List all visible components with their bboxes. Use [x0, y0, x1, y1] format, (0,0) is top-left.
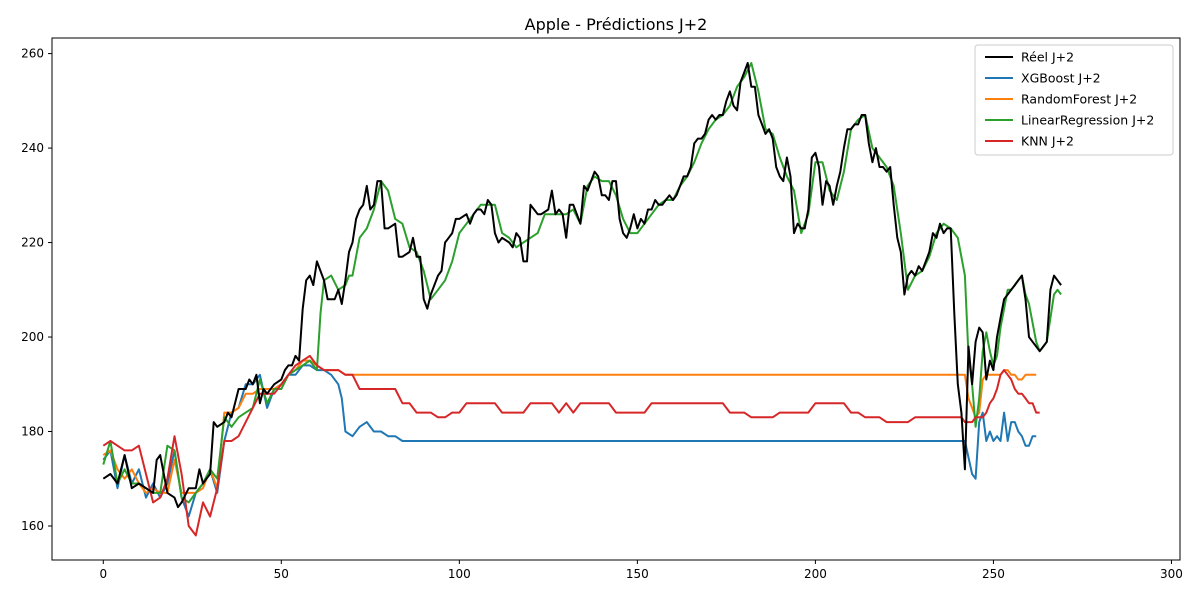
legend-label: KNN J+2	[1021, 134, 1074, 149]
x-tick-label: 250	[982, 567, 1005, 581]
legend-box	[974, 44, 1174, 156]
x-tick-label: 300	[1160, 567, 1183, 581]
series-layer	[102, 62, 1062, 537]
legend-label: XGBoost J+2	[1021, 71, 1101, 86]
chart-title: Apple - Prédictions J+2	[525, 15, 708, 34]
series-line-0	[102, 62, 1062, 509]
x-tick-label: 100	[448, 567, 471, 581]
legend-label: LinearRegression J+2	[1021, 113, 1154, 128]
x-tick-label: 150	[626, 567, 649, 581]
y-tick-label: 200	[21, 330, 44, 344]
x-tick-label: 50	[274, 567, 289, 581]
y-axis: 160 180 200 220 240 260	[21, 47, 52, 533]
plot-frame	[51, 37, 1181, 561]
x-tick-label: 0	[99, 567, 107, 581]
legend-label: Réel J+2	[1021, 50, 1074, 65]
x-tick-label: 200	[804, 567, 827, 581]
x-axis: 0 50 100 150 200 250 300	[99, 560, 1183, 581]
y-tick-label: 160	[21, 519, 44, 533]
legend-label: RandomForest J+2	[1021, 92, 1137, 107]
legend: Réel J+2 XGBoost J+2 RandomForest J+2 Linea…	[974, 44, 1174, 156]
y-tick-label: 220	[21, 236, 44, 250]
y-tick-label: 240	[21, 141, 44, 155]
y-tick-label: 180	[21, 425, 44, 439]
series-line-4	[102, 354, 1040, 537]
series-line-3	[102, 62, 1062, 504]
y-tick-label: 260	[21, 47, 44, 61]
